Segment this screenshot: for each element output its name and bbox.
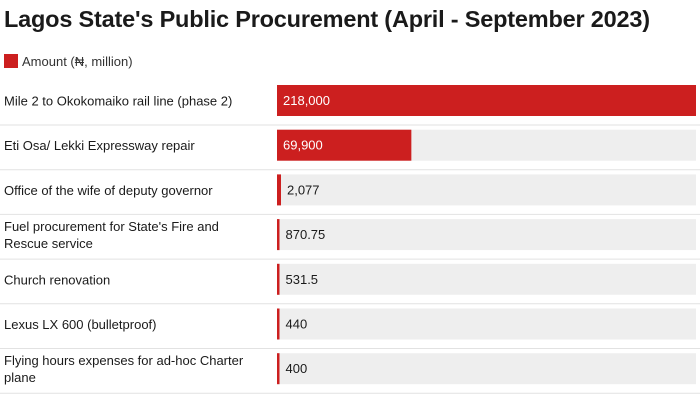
- category-label: Flying hours expenses for ad-hoc Charter…: [4, 353, 244, 385]
- bar-track: [277, 263, 696, 295]
- bar-value-label: 870.75: [286, 227, 326, 242]
- bar: [277, 263, 280, 295]
- bar-value-label: 531.5: [286, 272, 319, 287]
- legend-swatch: [4, 54, 18, 68]
- legend-label: Amount (₦, million): [22, 53, 133, 69]
- bar: [277, 129, 412, 161]
- bar-value-label: 400: [286, 361, 308, 376]
- bar-track: [277, 219, 696, 251]
- category-label: Lexus LX 600 (bulletproof): [4, 317, 156, 332]
- chart-title: Lagos State's Public Procurement (April …: [4, 6, 650, 32]
- bar: [277, 353, 280, 385]
- bar: [277, 308, 280, 340]
- category-label: Mile 2 to Okokomaiko rail line (phase 2): [4, 93, 232, 108]
- bar-track: [277, 308, 696, 340]
- category-label: Office of the wife of deputy governor: [4, 182, 213, 197]
- category-label: Church renovation: [4, 272, 110, 287]
- category-label: Eti Osa/ Lekki Expressway repair: [4, 138, 195, 153]
- bar-value-label: 218,000: [283, 93, 330, 108]
- bar-value-label: 440: [286, 317, 308, 332]
- bar-track: [277, 174, 696, 206]
- category-label: Fuel procurement for State's Fire and Res…: [4, 219, 219, 251]
- legend: Amount (₦, million): [4, 52, 133, 70]
- bar: [277, 219, 280, 251]
- bar: [277, 174, 281, 206]
- bar-value-label: 2,077: [287, 182, 320, 197]
- bar-value-label: 69,900: [283, 138, 323, 153]
- bar-track: [277, 353, 696, 385]
- bar: [277, 85, 696, 116]
